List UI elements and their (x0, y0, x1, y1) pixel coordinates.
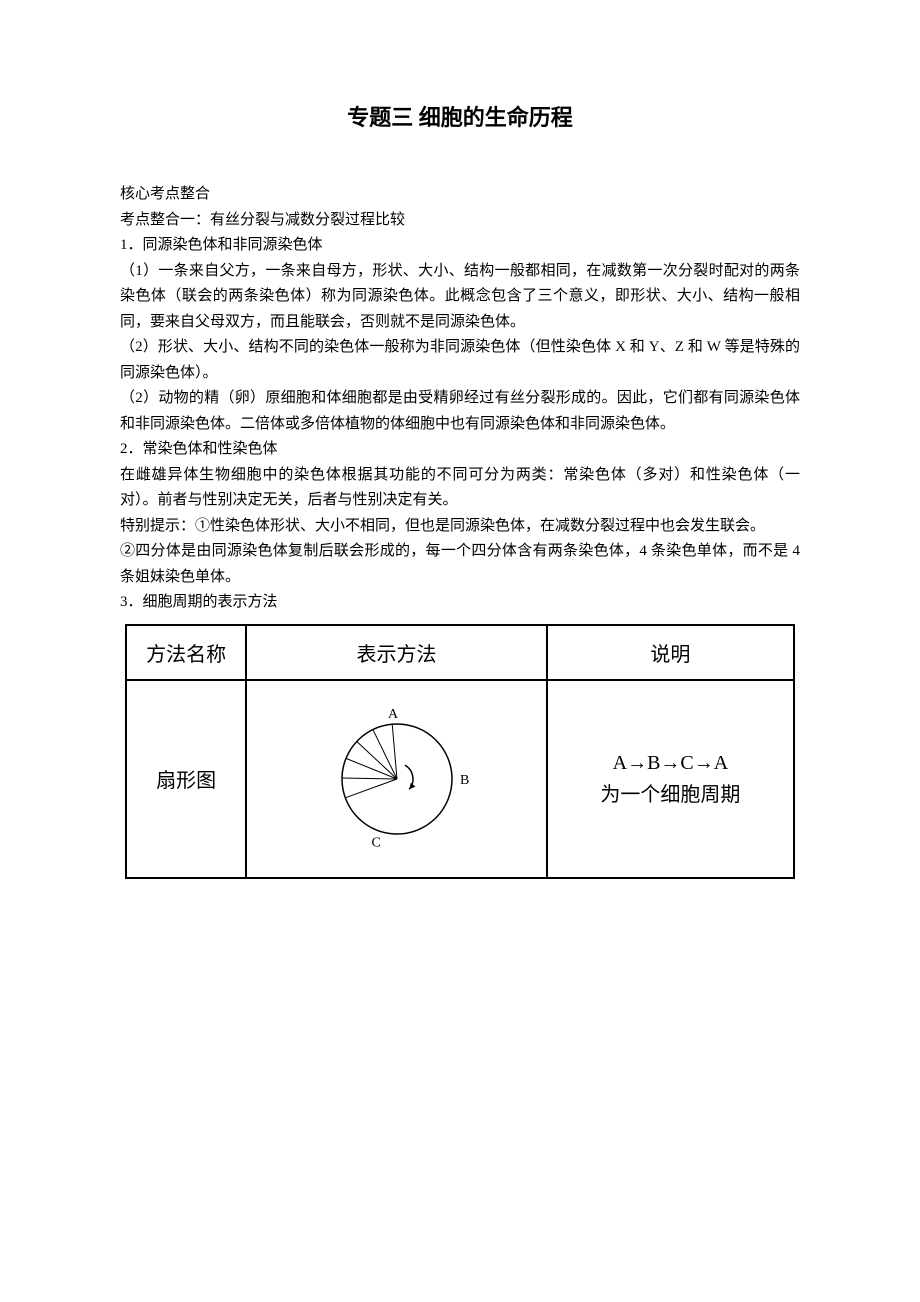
header-desc: 说明 (547, 625, 794, 680)
item1-p1: （1）一条来自父方，一条来自母方，形状、大小、结构一般都相同，在减数第一次分裂时… (120, 259, 800, 336)
item3-heading: 3．细胞周期的表示方法 (120, 590, 800, 616)
fan-diagram-container: A B C (255, 699, 538, 859)
item1-heading: 1．同源染色体和非同源染色体 (120, 233, 800, 259)
desc-line1: A→B→C→A (613, 752, 729, 774)
cell-method: 扇形图 (126, 680, 246, 878)
svg-text:A: A (388, 707, 399, 722)
header-repr: 表示方法 (246, 625, 547, 680)
note-text-2: 四分体是由同源染色体复制后联会形成的，每一个四分体含有两条染色体，4 条染色单体… (120, 543, 800, 585)
item2-p2: 特别提示：①性染色体形状、大小不相同，但也是同源染色体，在减数分裂过程中也会发生… (120, 514, 800, 540)
cycle-table-wrap: 方法名称 表示方法 说明 扇形图 A B C A→B→C→A 为一个细胞周期 (120, 624, 800, 879)
cell-repr: A B C (246, 680, 547, 878)
section-intro: 核心考点整合 (120, 182, 800, 208)
fan-diagram-icon: A B C (297, 704, 497, 854)
page-title: 专题三 细胞的生命历程 (120, 100, 800, 132)
note-prefix: 特别提示： (120, 518, 195, 534)
cell-desc: A→B→C→A 为一个细胞周期 (547, 680, 794, 878)
circled-1-icon: ① (195, 518, 210, 534)
item2-p1: 在雌雄异体生物细胞中的染色体根据其功能的不同可分为两类：常染色体（多对）和性染色… (120, 463, 800, 514)
table-row: 扇形图 A B C A→B→C→A 为一个细胞周期 (126, 680, 794, 878)
item2-heading: 2．常染色体和性染色体 (120, 437, 800, 463)
circled-2-icon: ② (120, 543, 135, 559)
svg-text:C: C (371, 835, 380, 850)
item2-p3: ②四分体是由同源染色体复制后联会形成的，每一个四分体含有两条染色体，4 条染色单… (120, 539, 800, 590)
svg-text:B: B (460, 773, 469, 788)
note-text-1: 性染色体形状、大小不相同，但也是同源染色体，在减数分裂过程中也会发生联会。 (210, 518, 765, 534)
desc-line2: 为一个细胞周期 (600, 784, 740, 806)
item1-p2: （2）形状、大小、结构不同的染色体一般称为非同源染色体（但性染色体 X 和 Y、… (120, 335, 800, 386)
table-header-row: 方法名称 表示方法 说明 (126, 625, 794, 680)
item1-p3: （2）动物的精（卵）原细胞和体细胞都是由受精卵经过有丝分裂形成的。因此，它们都有… (120, 386, 800, 437)
header-method: 方法名称 (126, 625, 246, 680)
point1-heading: 考点整合一：有丝分裂与减数分裂过程比较 (120, 208, 800, 234)
cycle-table: 方法名称 表示方法 说明 扇形图 A B C A→B→C→A 为一个细胞周期 (125, 624, 795, 879)
